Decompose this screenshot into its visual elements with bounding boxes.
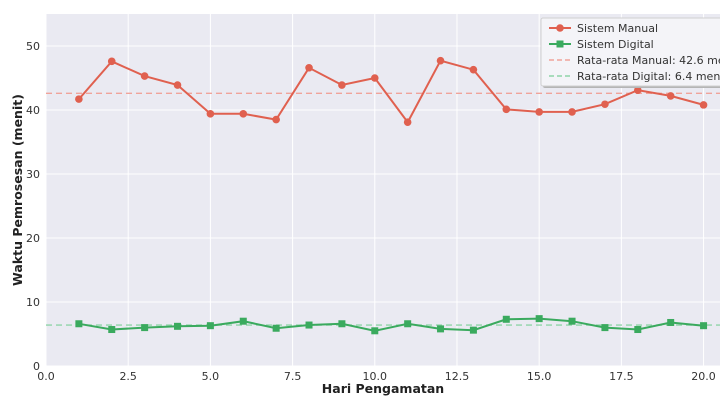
data-point: [502, 315, 510, 323]
data-point: [666, 92, 675, 100]
data-point: [140, 72, 149, 80]
x-tick-label: 17.5: [609, 370, 634, 383]
data-point: [173, 81, 182, 89]
data-point: [568, 108, 576, 116]
y-tick-label: 30: [26, 168, 40, 181]
y-tick-label: 0: [33, 360, 40, 373]
data-point: [502, 105, 511, 114]
legend-marker: [556, 24, 564, 32]
x-tick-label: 5.0: [202, 370, 220, 383]
x-tick-label: 10.0: [363, 370, 388, 383]
data-point: [404, 320, 412, 328]
data-point: [305, 63, 313, 72]
data-point: [75, 95, 83, 103]
data-point: [469, 326, 477, 334]
data-point: [370, 74, 379, 82]
data-point: [699, 101, 708, 109]
data-point: [174, 322, 182, 330]
data-point: [272, 115, 280, 124]
data-point: [239, 317, 247, 325]
x-tick-label: 0.0: [37, 370, 55, 383]
x-axis-ticks: 0.0 2.5 5.0 7.5 10.0 12.5 15.0 17.5 20.0: [37, 370, 716, 383]
legend-marker: [556, 40, 564, 48]
data-point: [107, 57, 116, 66]
data-point: [700, 322, 708, 330]
y-tick-label: 40: [26, 104, 40, 117]
data-point: [272, 324, 280, 332]
data-point: [371, 327, 379, 335]
data-point: [535, 108, 543, 116]
legend-label: Rata-rata Manual: 42.6 menit: [577, 54, 720, 67]
data-point: [568, 317, 576, 325]
data-point: [141, 324, 149, 332]
data-point: [469, 65, 478, 74]
legend-label: Sistem Digital: [577, 38, 654, 51]
y-tick-label: 50: [26, 40, 40, 53]
x-tick-label: 2.5: [119, 370, 137, 383]
y-tick-label: 20: [26, 232, 40, 245]
x-tick-label: 20.0: [691, 370, 716, 383]
data-point: [437, 325, 445, 333]
y-tick-label: 10: [26, 296, 40, 309]
data-point: [206, 110, 215, 118]
data-point: [634, 86, 642, 94]
data-point: [75, 320, 83, 328]
legend-label: Rata-rata Digital: 6.4 menit: [577, 70, 720, 83]
data-point: [403, 118, 412, 126]
legend-box: [540, 17, 720, 87]
data-point: [436, 56, 445, 65]
data-point: [601, 100, 609, 109]
data-point: [305, 321, 313, 329]
legend: Sistem Manual Sistem Digital Rata-rata Man…: [540, 17, 720, 88]
data-point: [601, 324, 609, 332]
x-tick-label: 15.0: [527, 370, 552, 383]
data-point: [667, 318, 675, 326]
series-line: [78, 59, 704, 125]
x-tick-label: 7.5: [284, 370, 302, 383]
legend-label: Sistem Manual: [577, 22, 658, 35]
data-point: [338, 81, 346, 89]
y-axis-label: Waktu Pemrosesan (menit): [10, 94, 25, 286]
data-point: [634, 326, 642, 334]
x-tick-label: 12.5: [445, 370, 470, 383]
y-axis-ticks: 0 10 20 30 40 50: [26, 40, 40, 373]
series-group: [75, 56, 708, 335]
x-axis-label: Hari Pengamatan: [322, 381, 444, 396]
data-point: [239, 110, 248, 118]
data-point: [338, 320, 346, 328]
data-point: [535, 315, 543, 323]
data-point: [206, 322, 214, 330]
series-line: [78, 317, 704, 332]
data-point: [108, 326, 116, 334]
